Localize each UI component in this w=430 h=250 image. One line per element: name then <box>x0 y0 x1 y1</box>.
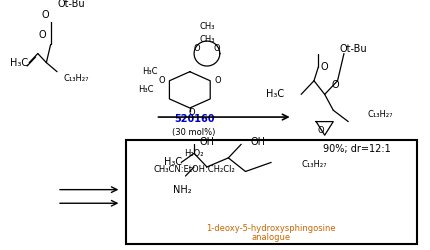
Text: (30 mol%): (30 mol%) <box>172 128 215 138</box>
Text: O: O <box>213 44 220 53</box>
Text: H₂O₂: H₂O₂ <box>184 149 203 158</box>
Text: O: O <box>193 44 200 53</box>
Text: H₃C: H₃C <box>265 89 283 99</box>
Text: analogue: analogue <box>251 233 290 242</box>
Text: C₁₃H₂₇: C₁₃H₂₇ <box>301 160 326 169</box>
Text: H₃C: H₃C <box>142 67 157 76</box>
Text: C₁₃H₂₇: C₁₃H₂₇ <box>63 74 89 83</box>
Text: 520160: 520160 <box>173 114 214 124</box>
Text: O: O <box>320 62 328 72</box>
Text: O: O <box>214 76 221 85</box>
Text: OH: OH <box>250 137 265 147</box>
Text: H₃C: H₃C <box>10 58 28 68</box>
Text: 90%; dr=12:1: 90%; dr=12:1 <box>322 144 390 154</box>
Text: H₃C: H₃C <box>138 85 153 94</box>
Text: O: O <box>158 76 165 85</box>
FancyBboxPatch shape <box>125 140 416 244</box>
Text: CH₃: CH₃ <box>199 36 214 44</box>
Text: Ot-Bu: Ot-Bu <box>57 0 84 9</box>
Text: O: O <box>331 80 338 90</box>
Text: O: O <box>188 108 195 117</box>
Text: NH₂: NH₂ <box>172 185 191 195</box>
Text: C₁₃H₂₇: C₁₃H₂₇ <box>367 110 392 119</box>
Text: CH₃: CH₃ <box>199 22 214 31</box>
Text: O: O <box>316 126 323 135</box>
Text: 1-deoxy-5-hydroxysphingosine: 1-deoxy-5-hydroxysphingosine <box>206 224 335 233</box>
Text: O: O <box>38 30 46 40</box>
Text: H₃C: H₃C <box>164 158 182 168</box>
Text: OH: OH <box>199 137 214 147</box>
Text: Ot-Bu: Ot-Bu <box>339 44 366 54</box>
Text: CH₃CN:EtOH:CH₂Cl₂: CH₃CN:EtOH:CH₂Cl₂ <box>153 165 234 174</box>
Text: O: O <box>41 10 49 20</box>
